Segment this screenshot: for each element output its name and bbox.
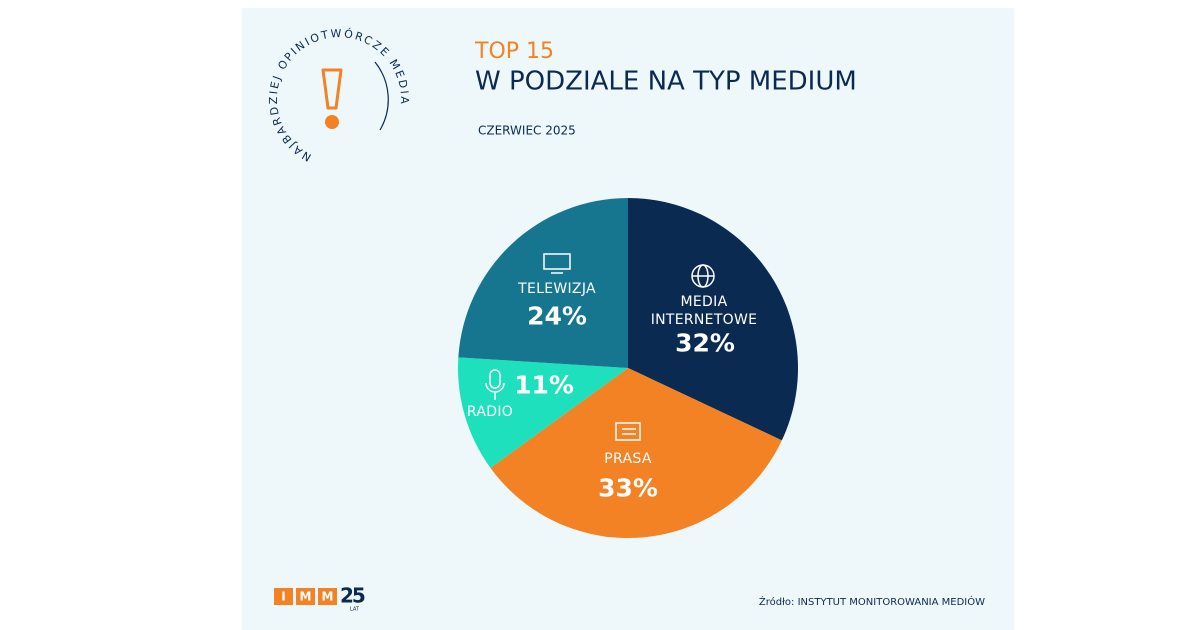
- mic-icon: [485, 382, 505, 400]
- exclamation: [321, 68, 343, 110]
- value-label: 33%: [598, 473, 658, 503]
- pie-slice: [458, 198, 628, 368]
- value-label: 24%: [527, 301, 587, 331]
- value-label: 32%: [675, 328, 735, 358]
- pie-slice: [490, 368, 782, 539]
- press-icon: [615, 422, 641, 441]
- icons: [485, 253, 715, 441]
- chart-subtitle: W PODZIALE NA TYP MEDIUM: [475, 67, 857, 97]
- pie: [458, 198, 798, 539]
- logo-letter: M: [322, 590, 334, 604]
- tv-icon: [543, 253, 571, 270]
- logo-letter: M: [300, 590, 312, 604]
- logo-sub: LAT: [350, 607, 360, 613]
- slice-label: MEDIA INTERNETOWE: [650, 294, 758, 328]
- pie-slice: [628, 198, 798, 441]
- mic-icon: [489, 369, 501, 389]
- logo-box: [274, 588, 293, 605]
- exclamation-dot: [325, 115, 339, 129]
- logo-letter: I: [281, 590, 285, 604]
- pie-slice: [458, 357, 628, 468]
- logo-box: [296, 588, 315, 605]
- chart-date: CZERWIEC 2025: [478, 124, 576, 138]
- slice-label: PRASA: [604, 451, 652, 467]
- logo-box: [318, 588, 337, 605]
- badge-arc-line: [374, 61, 389, 131]
- slice-label: RADIO: [466, 404, 514, 420]
- chart-title: TOP 15: [474, 39, 554, 64]
- source: Źródło: INSTYTUT MONITOROWANIA MEDIÓW: [759, 595, 985, 608]
- slice-label: TELEWIZJA: [518, 281, 596, 297]
- value-label: 11%: [514, 370, 574, 400]
- logo-number: 25: [340, 584, 365, 608]
